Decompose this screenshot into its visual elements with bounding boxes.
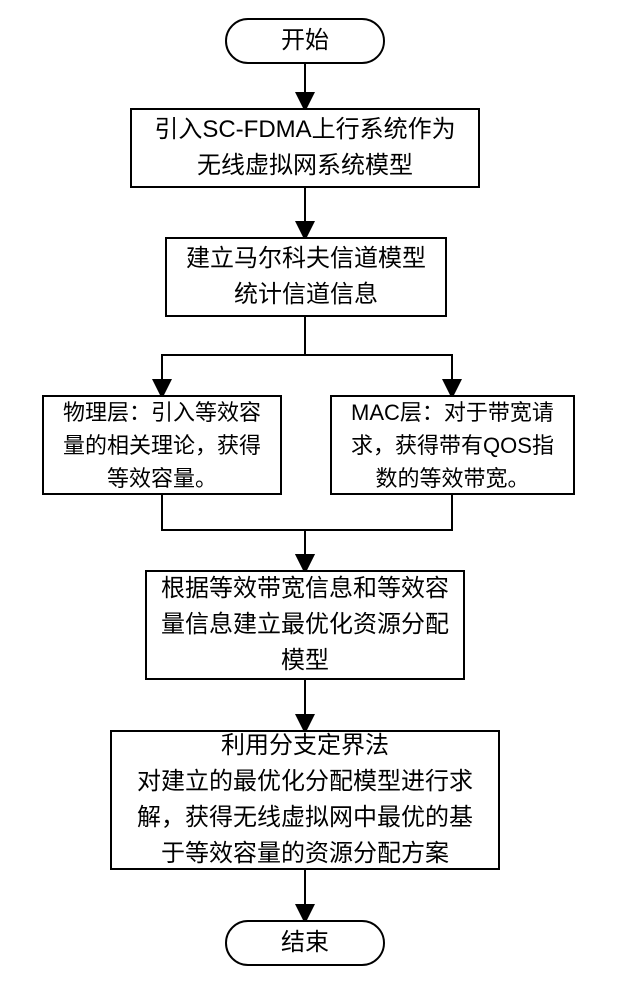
step2-node: 建立马尔科夫信道模型统计信道信息 xyxy=(165,237,447,317)
start-label: 开始 xyxy=(281,23,329,59)
step5-node: 利用分支定界法对建立的最优化分配模型进行求解，获得无线虚拟网中最优的基于等效容量… xyxy=(110,730,500,870)
phy-node: 物理层：引入等效容量的相关理论，获得等效容量。 xyxy=(42,395,282,495)
step1-label: 引入SC-FDMA上行系统作为无线虚拟网系统模型 xyxy=(154,112,455,184)
end-node: 结束 xyxy=(225,920,385,966)
edge-mac-step4 xyxy=(305,495,452,570)
step4-node: 根据等效带宽信息和等效容量信息建立最优化资源分配模型 xyxy=(145,570,465,680)
end-label: 结束 xyxy=(281,925,329,961)
edge-phy-step4 xyxy=(162,495,305,570)
start-node: 开始 xyxy=(225,18,385,64)
edge-step2-phy xyxy=(162,317,305,395)
mac-node: MAC层：对于带宽请求，获得带有QOS指数的等效带宽。 xyxy=(330,395,575,495)
edge-step2-mac xyxy=(305,317,452,395)
step2-label: 建立马尔科夫信道模型统计信道信息 xyxy=(186,241,426,313)
step4-label: 根据等效带宽信息和等效容量信息建立最优化资源分配模型 xyxy=(161,571,449,679)
step1-node: 引入SC-FDMA上行系统作为无线虚拟网系统模型 xyxy=(130,108,480,188)
mac-label: MAC层：对于带宽请求，获得带有QOS指数的等效带宽。 xyxy=(351,396,554,495)
phy-label: 物理层：引入等效容量的相关理论，获得等效容量。 xyxy=(63,396,261,495)
step5-label: 利用分支定界法对建立的最优化分配模型进行求解，获得无线虚拟网中最优的基于等效容量… xyxy=(137,728,473,872)
